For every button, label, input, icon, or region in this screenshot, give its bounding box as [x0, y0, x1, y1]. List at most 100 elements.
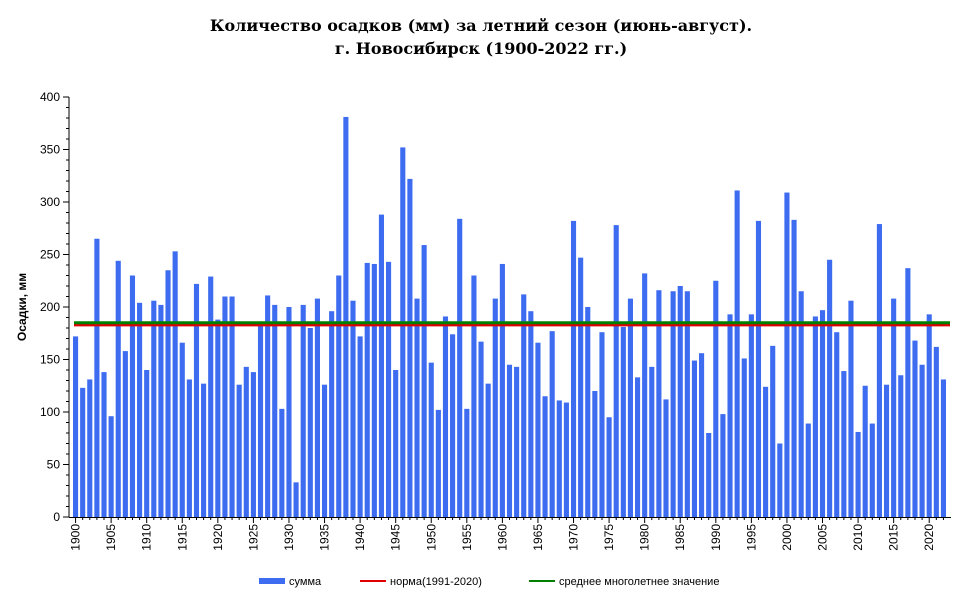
- x-tick-label: 1960: [495, 524, 509, 551]
- y-axis-title: Осадки, мм: [15, 273, 29, 341]
- bar-1986: [684, 291, 690, 517]
- bar-1974: [599, 332, 605, 517]
- bar-1911: [151, 300, 157, 517]
- bar-1981: [649, 366, 655, 517]
- bar-2017: [905, 268, 911, 517]
- x-tick-label: 1905: [104, 524, 118, 551]
- bar-1903: [94, 238, 100, 517]
- bar-1932: [300, 304, 306, 517]
- bar-1971: [578, 257, 584, 517]
- x-tick-label: 1925: [246, 524, 260, 551]
- bar-1939: [350, 300, 356, 517]
- bar-2015: [891, 298, 897, 517]
- bar-1983: [663, 399, 669, 517]
- bar-1920: [215, 319, 221, 517]
- bar-1913: [165, 270, 171, 517]
- bar-1994: [741, 358, 747, 517]
- bar-1959: [492, 298, 498, 517]
- bar-1926: [257, 323, 264, 517]
- bar-1979: [634, 377, 641, 517]
- bar-1950: [428, 362, 434, 517]
- bar-2018: [912, 340, 918, 517]
- bar-1957: [478, 341, 484, 517]
- bar-1968: [556, 400, 562, 517]
- bar-1907: [122, 351, 128, 517]
- bar-1924: [243, 366, 249, 517]
- legend-swatch-series: [259, 578, 285, 584]
- bar-1955: [464, 408, 470, 517]
- bar-1929: [279, 408, 285, 517]
- bar-2001: [791, 219, 797, 517]
- x-tick-label: 2005: [816, 524, 830, 551]
- bar-1921: [222, 296, 228, 517]
- bar-1965: [535, 342, 541, 517]
- bar-1985: [677, 286, 683, 517]
- x-tick-label: 1980: [638, 524, 652, 551]
- bar-1962: [514, 366, 520, 517]
- bar-1916: [186, 379, 192, 517]
- bar-1954: [457, 218, 463, 518]
- bar-1960: [499, 263, 505, 517]
- axes-group: 0 50 100 150 200 250 300 350 400 1900 1905 1910 1915…: [40, 90, 951, 551]
- x-tick-label: 1975: [602, 524, 616, 551]
- bar-1992: [727, 314, 733, 517]
- bar-1977: [620, 326, 626, 517]
- x-tick-label: 1930: [282, 524, 296, 551]
- bar-1905: [108, 416, 114, 517]
- bar-1956: [471, 275, 477, 517]
- bar-1949: [421, 245, 427, 518]
- bar-2005: [819, 310, 826, 517]
- x-tick-label: 1990: [709, 524, 723, 551]
- bar-1946: [400, 147, 406, 517]
- bar-1940: [357, 336, 363, 517]
- bar-1922: [229, 296, 235, 517]
- bar-2022: [940, 379, 946, 517]
- legend-label-norm: норма(1991-2020): [390, 576, 482, 588]
- bar-1918: [201, 383, 207, 517]
- bar-1938: [343, 116, 349, 517]
- x-tick-label: 1985: [673, 524, 687, 551]
- bar-1999: [777, 443, 783, 517]
- bar-2013: [876, 224, 882, 518]
- bar-1930: [286, 307, 292, 517]
- chart-title-line2: г. Новосибирск (1900-2022 гг.): [334, 39, 628, 58]
- bar-1908: [129, 275, 136, 517]
- bar-1978: [627, 298, 633, 517]
- bar-1904: [101, 372, 107, 517]
- bar-2014: [883, 384, 890, 517]
- x-tick-label: 1945: [389, 524, 403, 551]
- bar-2002: [798, 291, 804, 517]
- bar-1931: [293, 482, 299, 517]
- x-tick-label: 1910: [140, 524, 154, 551]
- y-tick-label: 200: [40, 300, 60, 314]
- reference-lines-group: [74, 321, 950, 327]
- bar-1944: [386, 261, 392, 517]
- bar-2021: [933, 346, 939, 517]
- bar-2009: [848, 300, 854, 517]
- bar-1928: [272, 304, 278, 517]
- bar-1963: [521, 294, 527, 517]
- bar-1998: [770, 345, 776, 517]
- bar-2020: [926, 314, 932, 517]
- bar-1969: [563, 402, 569, 517]
- legend-label-series: сумма: [289, 576, 322, 588]
- bar-1982: [656, 290, 662, 517]
- x-tick-label: 1900: [69, 524, 83, 551]
- y-tick-label: 50: [47, 458, 61, 472]
- legend-label-mean: среднее многолетнее значение: [559, 576, 719, 588]
- bar-1990: [713, 280, 719, 517]
- bar-1919: [208, 276, 214, 517]
- bar-1934: [314, 298, 320, 517]
- bar-1943: [378, 214, 385, 517]
- bar-2004: [812, 316, 818, 517]
- bar-2019: [919, 364, 925, 517]
- x-tick-label: 1915: [175, 524, 189, 551]
- bar-1906: [115, 260, 121, 517]
- bar-2011: [862, 385, 868, 517]
- bar-1967: [549, 331, 555, 517]
- bar-2003: [805, 423, 811, 517]
- bar-1927: [265, 295, 271, 517]
- bar-1945: [393, 370, 399, 517]
- x-tick-label: 1970: [567, 524, 581, 551]
